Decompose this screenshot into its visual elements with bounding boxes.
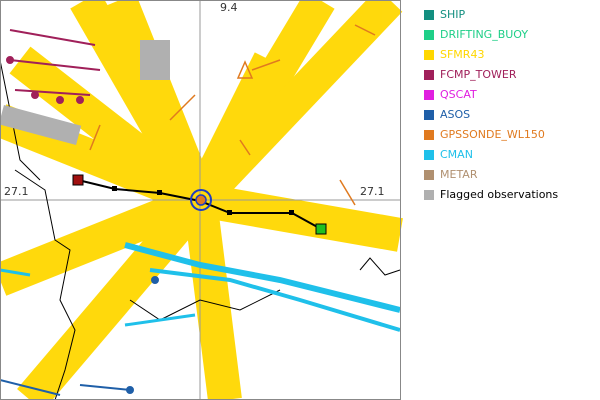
map-area: 27.1 27.1 9.4 [0,0,403,400]
barb [339,179,356,206]
legend-swatch [424,170,434,180]
barb [169,94,196,121]
grid-label: 27.1 [360,185,385,198]
barb [14,89,91,96]
storm-center-dot [195,194,207,206]
swath [0,184,207,296]
track-end [315,223,327,235]
flagged-cluster [140,40,170,80]
legend-swatch [424,150,434,160]
barb-band [124,242,401,313]
legend-swatch [424,70,434,80]
station [56,96,64,104]
station [126,386,134,394]
coastline [359,257,401,276]
coastline [14,169,76,400]
legend: SHIP DRIFTING_BUOY SFMR43 FCMP_TOWER QSCAT AS… [424,8,558,201]
station [151,276,159,284]
cman-barbs [0,242,401,332]
legend-swatch [424,190,434,200]
legend-swatch [424,10,434,20]
swath [184,52,286,208]
flagged-observations [0,40,170,146]
gpssonde-barbs [89,24,376,206]
track-point [157,190,162,195]
barb [0,379,61,396]
coastline [0,59,41,181]
grid-label: 9.4 [220,1,238,14]
legend-label: DRIFTING_BUOY [440,28,528,41]
barb [89,124,101,151]
barb [239,139,251,156]
legend-swatch [424,130,434,140]
legend-label: ASOS [440,108,470,121]
legend-label: SHIP [440,8,465,21]
barb [9,29,96,46]
flagged-cluster [0,104,82,146]
legend-swatch [424,50,434,60]
coastline [129,289,281,321]
barb [251,59,281,71]
barb [79,384,131,391]
storm-center [190,189,212,211]
swath [17,188,213,400]
asos-barbs [0,276,159,396]
legend-swatch [424,110,434,120]
track-points [112,186,294,215]
legend-label: QSCAT [440,88,477,101]
fcmp-barbs [6,29,101,104]
legend-label: CMAN [440,148,473,161]
legend-swatch [424,30,434,40]
legend-label: FCMP_TOWER [440,68,517,81]
track-point [289,210,294,215]
sfmr-swaths [0,0,403,400]
sonde [236,60,254,79]
track-point [227,210,232,215]
barb [124,313,196,327]
station [76,96,84,104]
barb [9,59,101,71]
legend-label: SFMR43 [440,48,484,61]
station [6,56,14,64]
legend-label: METAR [440,168,478,181]
legend-swatch [424,90,434,100]
barb [0,268,31,277]
grid-label: 27.1 [4,185,29,198]
track-point [112,186,117,191]
track-start [72,174,84,186]
barb-band [149,268,401,332]
legend-label: Flagged observations [440,188,558,201]
legend-label: GPSSONDE_WL150 [440,128,545,141]
barb [354,24,376,36]
swath [183,197,242,400]
station [31,91,39,99]
